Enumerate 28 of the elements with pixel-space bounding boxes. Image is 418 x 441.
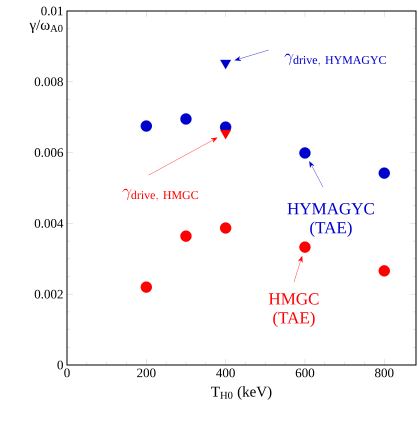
- x-tick-label: 800: [375, 368, 394, 378]
- point: [220, 222, 232, 234]
- x-tick-label: 0: [64, 368, 70, 378]
- point: [299, 241, 311, 253]
- y-tick-label: 0.008: [34, 77, 63, 86]
- y-tick-label: 0.01: [41, 6, 63, 16]
- y-axis-title: γ/ω$_{A0}$: [29, 20, 63, 33]
- y-tick-label: 0.004: [34, 218, 64, 228]
- annotation: $\gamma_{\mathrm{drive,\ HMGC}}$: [122, 188, 198, 202]
- point: [140, 120, 152, 132]
- x-axis-title: T$_{H0}$ (keV): [211, 386, 272, 400]
- point: [378, 265, 390, 277]
- y-tick-label: 0.006: [34, 148, 64, 158]
- point: [220, 130, 232, 140]
- x-tick-label: 600: [296, 368, 314, 378]
- y-tick-label: 0: [57, 360, 63, 370]
- annotation: HMGC (TAE): [268, 293, 318, 328]
- annotation: HYMAGYC (TAE): [288, 203, 374, 237]
- point: [140, 281, 152, 293]
- y-tick-label: 0.002: [34, 290, 63, 299]
- point: [180, 113, 192, 125]
- x-tick-label: 400: [216, 368, 235, 378]
- annotation: $\gamma_{\mathrm{drive,\ HYMAGYC}}$: [284, 54, 386, 66]
- point: [378, 167, 390, 179]
- point: [180, 230, 192, 242]
- x-tick-label: 200: [137, 368, 156, 378]
- point: [220, 60, 232, 70]
- point: [299, 147, 311, 159]
